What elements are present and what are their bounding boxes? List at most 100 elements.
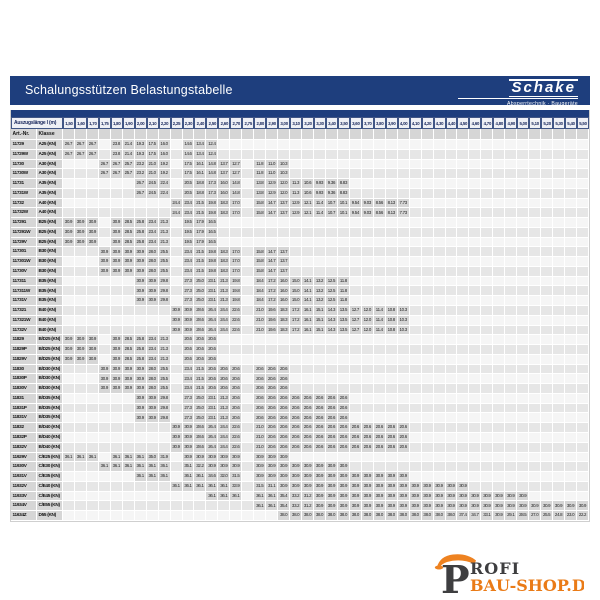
- schake-underline: [458, 98, 578, 99]
- load-cell: [170, 364, 183, 375]
- load-cell: [230, 237, 243, 248]
- load-cell: 25.0: [194, 403, 207, 414]
- load-cell: [314, 384, 326, 394]
- load-cell: [481, 335, 494, 346]
- load-cell: 28.6: [194, 306, 207, 316]
- load-cell: 30.9: [421, 501, 434, 512]
- load-cell: [565, 345, 578, 355]
- load-cell: 38.0: [421, 511, 434, 521]
- load-cell: [541, 188, 554, 199]
- load-cell: 30.9: [493, 511, 506, 521]
- subheader-cell: [433, 129, 446, 140]
- load-cell: [553, 472, 566, 482]
- load-cell: 22.6: [230, 442, 243, 453]
- load-cell: [469, 481, 482, 492]
- artnr-cell: 11732W: [11, 208, 37, 219]
- load-cell: 30.9: [361, 472, 374, 482]
- load-cell: 12.4: [206, 149, 219, 160]
- load-cell: [170, 188, 183, 199]
- load-cell: 13.4: [194, 149, 207, 160]
- load-cell: 14.7: [266, 198, 279, 209]
- load-cell: 23.1: [206, 286, 219, 297]
- load-cell: 30.9: [266, 472, 279, 482]
- load-cell: [421, 432, 434, 443]
- load-cell: [445, 315, 458, 326]
- schake-wordmark: Schake: [509, 79, 578, 97]
- load-cell: 11.0: [266, 169, 279, 180]
- load-cell: [553, 325, 566, 336]
- load-cell: [325, 159, 338, 170]
- load-cell: [565, 452, 578, 463]
- load-cell: [242, 276, 255, 287]
- load-cell: [98, 491, 111, 502]
- load-cell: [433, 325, 446, 336]
- load-cell: [517, 179, 530, 189]
- load-cell: [290, 140, 303, 150]
- load-cell: [290, 227, 303, 238]
- load-cell: [63, 442, 75, 453]
- load-cell: 10.8: [385, 325, 398, 336]
- load-cell: 17.2: [266, 276, 279, 287]
- load-cell: [361, 393, 374, 404]
- schake-tagline: Absperrtechnik · Baugeräte: [507, 101, 578, 107]
- load-cell: [242, 432, 255, 443]
- load-cell: 21.3: [158, 345, 171, 355]
- load-cell: 20.6: [325, 432, 338, 443]
- load-cell: 19.8: [230, 286, 243, 297]
- load-cell: [349, 286, 362, 297]
- load-cell: 20.6: [278, 364, 291, 375]
- load-cell: 30.9: [385, 481, 398, 492]
- load-cell: [541, 247, 554, 258]
- load-cell: 11.3: [290, 179, 303, 189]
- load-cell: 30.9: [182, 423, 195, 433]
- load-cell: 20.6: [373, 442, 386, 453]
- load-cell: [290, 169, 303, 180]
- load-cell: [565, 266, 578, 277]
- artnr-cell: 117291W: [11, 227, 37, 238]
- load-cell: 31.9: [158, 452, 171, 463]
- load-cell: 28.5: [517, 511, 530, 521]
- klasse-cell: B/D40 (KN): [37, 432, 63, 443]
- load-cell: 35.1: [182, 462, 195, 473]
- load-cell: [337, 335, 350, 346]
- load-cell: [409, 218, 422, 228]
- load-cell: [278, 227, 291, 238]
- table-row: 11831P B/D35 (KN) 30.9 30.9 29.8 27.3 25.0 23.1…: [11, 403, 589, 414]
- load-cell: [110, 491, 123, 502]
- load-cell: [505, 432, 518, 443]
- load-cell: [433, 442, 446, 453]
- load-cell: 20.6: [314, 413, 326, 424]
- load-cell: [230, 345, 243, 355]
- load-cell: [314, 247, 326, 258]
- load-cell: [86, 169, 99, 180]
- load-cell: [230, 218, 243, 228]
- load-cell: 23.4: [182, 266, 195, 277]
- load-cell: [421, 335, 434, 346]
- load-cell: [63, 432, 75, 443]
- load-cell: 20.6: [314, 393, 326, 404]
- load-cell: 26.7: [134, 179, 147, 189]
- load-cell: [565, 276, 578, 287]
- load-cell: 11.4: [373, 315, 386, 326]
- artnr-cell: 11730: [11, 159, 37, 170]
- load-cell: 30.9: [445, 491, 458, 502]
- klasse-cell: A25 (KN): [37, 149, 63, 160]
- load-cell: 25.8: [134, 354, 147, 365]
- load-cell: 36.1: [134, 472, 147, 482]
- subheader-cell: [86, 129, 99, 140]
- klasse-cell: A40 (KN): [37, 198, 63, 209]
- load-cell: 30.9: [74, 237, 87, 248]
- load-cell: 16.1: [194, 159, 207, 170]
- load-cell: 30.9: [110, 384, 123, 394]
- load-cell: [170, 149, 183, 160]
- load-cell: [517, 403, 530, 414]
- load-cell: 17.3: [206, 179, 219, 189]
- load-cell: [170, 403, 183, 414]
- load-cell: [445, 403, 458, 414]
- load-cell: [110, 198, 123, 209]
- load-cell: 26.4: [206, 442, 219, 453]
- load-cell: 9.93: [314, 188, 326, 199]
- load-cell: 10.1: [337, 198, 350, 209]
- load-cell: [254, 511, 267, 521]
- load-cell: [385, 169, 398, 180]
